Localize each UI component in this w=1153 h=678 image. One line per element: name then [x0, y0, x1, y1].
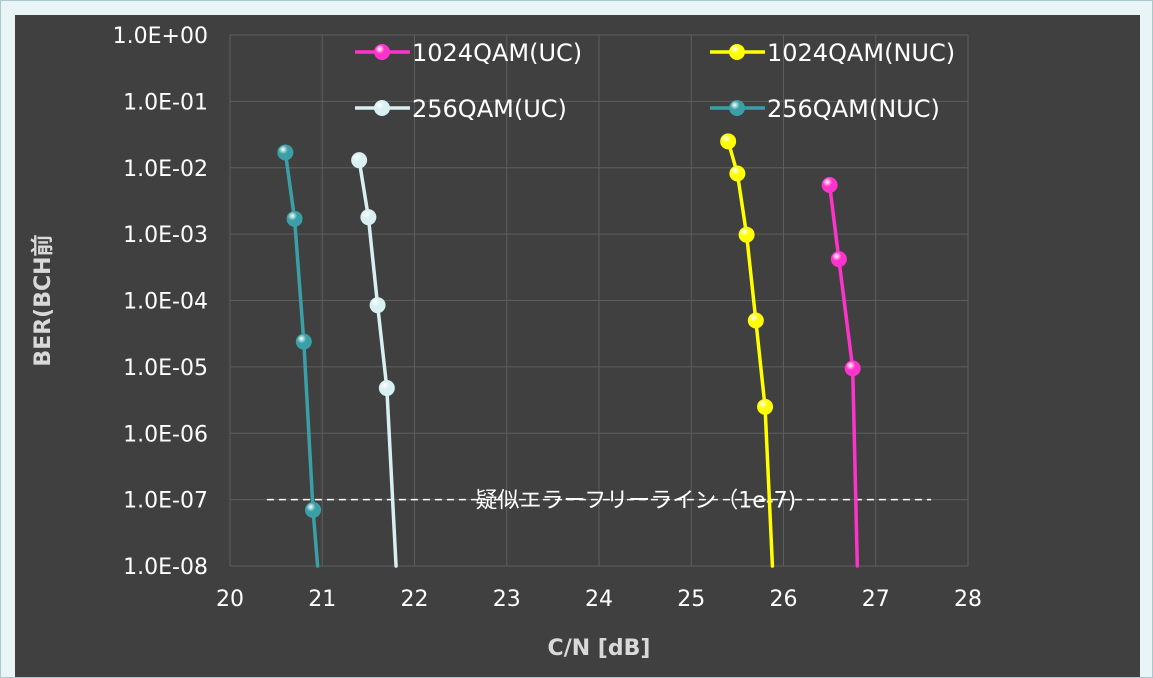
x-tick-label: 26	[770, 587, 798, 612]
series-256QAM(UC)	[351, 152, 398, 568]
data-point	[747, 312, 764, 329]
data-point	[351, 152, 368, 169]
data-point	[295, 333, 312, 350]
grid	[229, 34, 969, 567]
legend-marker	[374, 44, 390, 60]
x-tick-label: 27	[862, 587, 890, 612]
x-tick-label: 24	[585, 587, 613, 612]
series-256QAM(NUC)	[277, 144, 322, 568]
data-point	[378, 380, 395, 397]
error-free-label: 疑似エラーフリーライン（1e-7)	[476, 489, 797, 514]
data-point	[305, 501, 322, 518]
x-tick-label: 21	[308, 587, 336, 612]
series-1024QAM(NUC)	[720, 133, 775, 568]
data-point	[720, 133, 737, 150]
legend-item: 1024QAM(NUC)	[710, 39, 955, 67]
y-tick-label: 1.0E-05	[123, 356, 208, 381]
legend-item: 256QAM(NUC)	[710, 95, 940, 123]
data-point	[757, 398, 774, 415]
x-tick-label: 22	[401, 587, 429, 612]
y-tick-label: 1.0E-01	[123, 90, 208, 115]
series-1024QAM(UC)	[821, 176, 861, 568]
x-tick-label: 20	[216, 587, 244, 612]
x-axis-title: C/N [dB]	[548, 636, 651, 661]
data-point	[821, 176, 838, 193]
axis-ticks: 1.0E+00 1.0E-01 1.0E-02 1.0E-03 1.0E-04 1.0E-…	[113, 24, 982, 612]
series-line	[827, 183, 860, 568]
y-tick-label: 1.0E+00	[113, 24, 208, 49]
data-point	[286, 210, 303, 227]
y-tick-label: 1.0E-06	[123, 422, 208, 447]
legend-label: 256QAM(UC)	[412, 95, 567, 123]
legend-marker	[374, 100, 390, 116]
legend-item: 1024QAM(UC)	[355, 39, 582, 67]
data-point	[729, 165, 746, 182]
x-tick-label: 28	[954, 587, 982, 612]
data-point	[277, 144, 294, 161]
y-tick-label: 1.0E-03	[123, 223, 208, 248]
y-tick-label: 1.0E-02	[123, 157, 208, 182]
x-tick-label: 23	[493, 587, 521, 612]
legend-marker	[729, 44, 745, 60]
legend-item: 256QAM(UC)	[355, 95, 567, 123]
legend-label: 256QAM(NUC)	[767, 95, 940, 123]
legend-label: 1024QAM(UC)	[412, 39, 582, 67]
data-point	[360, 209, 377, 226]
y-tick-label: 1.0E-04	[123, 290, 208, 315]
y-axis-title: BER(BCH前	[30, 234, 56, 366]
data-point	[830, 251, 847, 268]
legend: 1024QAM(UC) 1024QAM(NUC) 256QAM(UC) 256QAM(…	[355, 39, 955, 123]
annotation: 疑似エラーフリーライン（1e-7)	[266, 489, 932, 514]
data-point	[844, 360, 861, 377]
series	[277, 133, 861, 568]
chart-panel	[15, 15, 1140, 677]
data-point	[369, 297, 386, 314]
x-tick-label: 25	[677, 587, 705, 612]
data-point	[738, 226, 755, 243]
legend-label: 1024QAM(NUC)	[767, 39, 955, 67]
y-tick-label: 1.0E-08	[123, 555, 208, 580]
y-tick-label: 1.0E-07	[123, 489, 208, 514]
legend-marker	[729, 100, 745, 116]
